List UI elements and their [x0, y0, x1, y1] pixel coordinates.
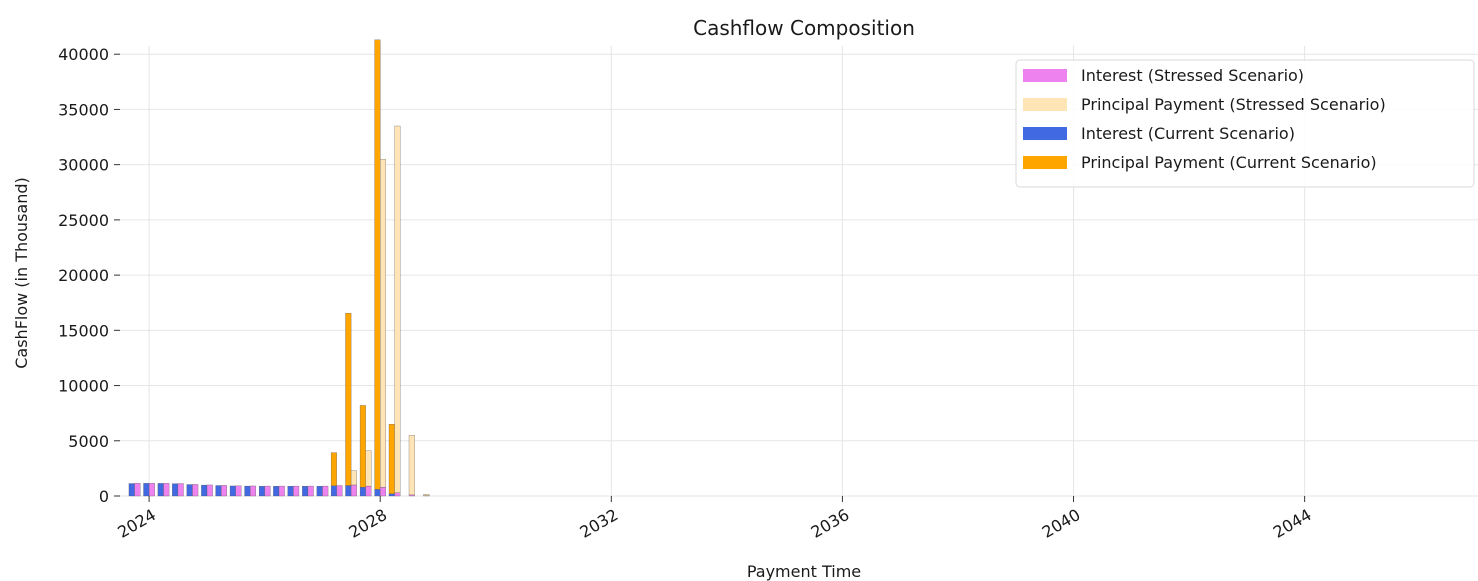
bar-principal: [388, 424, 395, 494]
bar-interest: [278, 485, 285, 497]
y-axis-label: CashFlow (in Thousand): [12, 177, 31, 369]
bar-interest: [157, 483, 164, 497]
bar-interest: [350, 484, 357, 497]
y-tick-label: 35000: [58, 100, 109, 119]
bar-principal: [330, 452, 337, 486]
legend-swatch: [1023, 98, 1067, 111]
bar-interest: [206, 484, 213, 497]
bar-interest: [250, 485, 256, 497]
bar-interest: [177, 483, 184, 497]
bar-interest: [345, 485, 352, 497]
bar-interest: [293, 485, 300, 497]
bar-interest: [215, 485, 222, 497]
x-tick-label: 2040: [1039, 505, 1084, 542]
bar-interest: [143, 483, 150, 497]
x-tick-label: 2036: [808, 505, 853, 542]
y-tick-label: 20000: [58, 266, 109, 285]
bar-principal: [345, 313, 352, 486]
x-tick-label: 2044: [1270, 505, 1315, 542]
bar-interest: [172, 483, 179, 497]
bar-interest: [148, 483, 155, 497]
legend: Interest (Stressed Scenario) Principal Pa…: [1015, 59, 1475, 188]
bar-interest: [365, 485, 372, 497]
bar-interest: [244, 485, 251, 497]
bar-interest: [258, 486, 265, 497]
x-tick-label: 2024: [114, 505, 159, 542]
x-axis-label: Payment Time: [747, 562, 861, 581]
bar-interest: [408, 494, 415, 497]
y-tick-label: 25000: [58, 211, 109, 230]
bar-principal: [380, 158, 386, 488]
bar-interest: [316, 486, 323, 497]
bar-interest: [192, 484, 199, 497]
bar-principal: [359, 405, 366, 488]
bar-principal: [350, 470, 357, 486]
legend-frame: [1015, 59, 1475, 188]
bar-interest: [374, 489, 381, 497]
bar-interest: [186, 484, 193, 497]
bar-interest: [229, 485, 236, 497]
bar-interest: [302, 486, 309, 497]
y-tick-label: 30000: [58, 156, 109, 175]
bar-interest: [307, 485, 314, 497]
legend-label: Principal Payment (Current Scenario): [1081, 153, 1377, 172]
bar-interest: [380, 487, 386, 497]
bar-interest: [235, 485, 242, 497]
bar-principal: [423, 494, 430, 496]
bar-interest: [394, 492, 401, 497]
legend-swatch: [1023, 127, 1067, 140]
bar-principal: [374, 39, 381, 490]
chart-title: Cashflow Composition: [693, 16, 915, 40]
x-axis: 2024 2028 2032 2036 2040 2044: [114, 496, 1315, 542]
legend-label: Interest (Current Scenario): [1081, 124, 1295, 143]
bar-interest: [128, 483, 135, 497]
bar-interest: [201, 484, 208, 497]
legend-swatch: [1023, 156, 1067, 169]
bar-principal: [365, 450, 372, 487]
y-tick-label: 10000: [58, 377, 109, 396]
bar-interest: [221, 485, 227, 497]
y-tick-label: 15000: [58, 321, 109, 340]
legend-label: Principal Payment (Stressed Scenario): [1081, 95, 1386, 114]
bar-interest: [359, 487, 366, 497]
bar-principal: [394, 125, 401, 493]
bar-interest: [388, 493, 395, 497]
bar-interest: [336, 485, 343, 497]
bars-layer: [128, 39, 430, 497]
y-tick-label: 0: [99, 487, 109, 506]
legend-swatch: [1023, 69, 1067, 82]
x-tick-label: 2032: [577, 505, 622, 542]
bar-interest: [264, 485, 271, 497]
bar-interest: [273, 486, 280, 497]
bar-interest: [134, 483, 141, 497]
y-tick-label: 5000: [68, 432, 109, 451]
y-axis: 0 5000 10000 15000 20000 25000 30000 35000 40000: [58, 45, 120, 506]
bar-interest: [287, 486, 294, 497]
bar-interest: [322, 485, 329, 497]
bar-interest: [330, 485, 337, 497]
bar-principal: [408, 435, 415, 496]
bar-interest: [163, 483, 170, 497]
legend-label: Interest (Stressed Scenario): [1081, 66, 1304, 85]
x-tick-label: 2028: [345, 505, 390, 542]
y-tick-label: 40000: [58, 45, 109, 64]
